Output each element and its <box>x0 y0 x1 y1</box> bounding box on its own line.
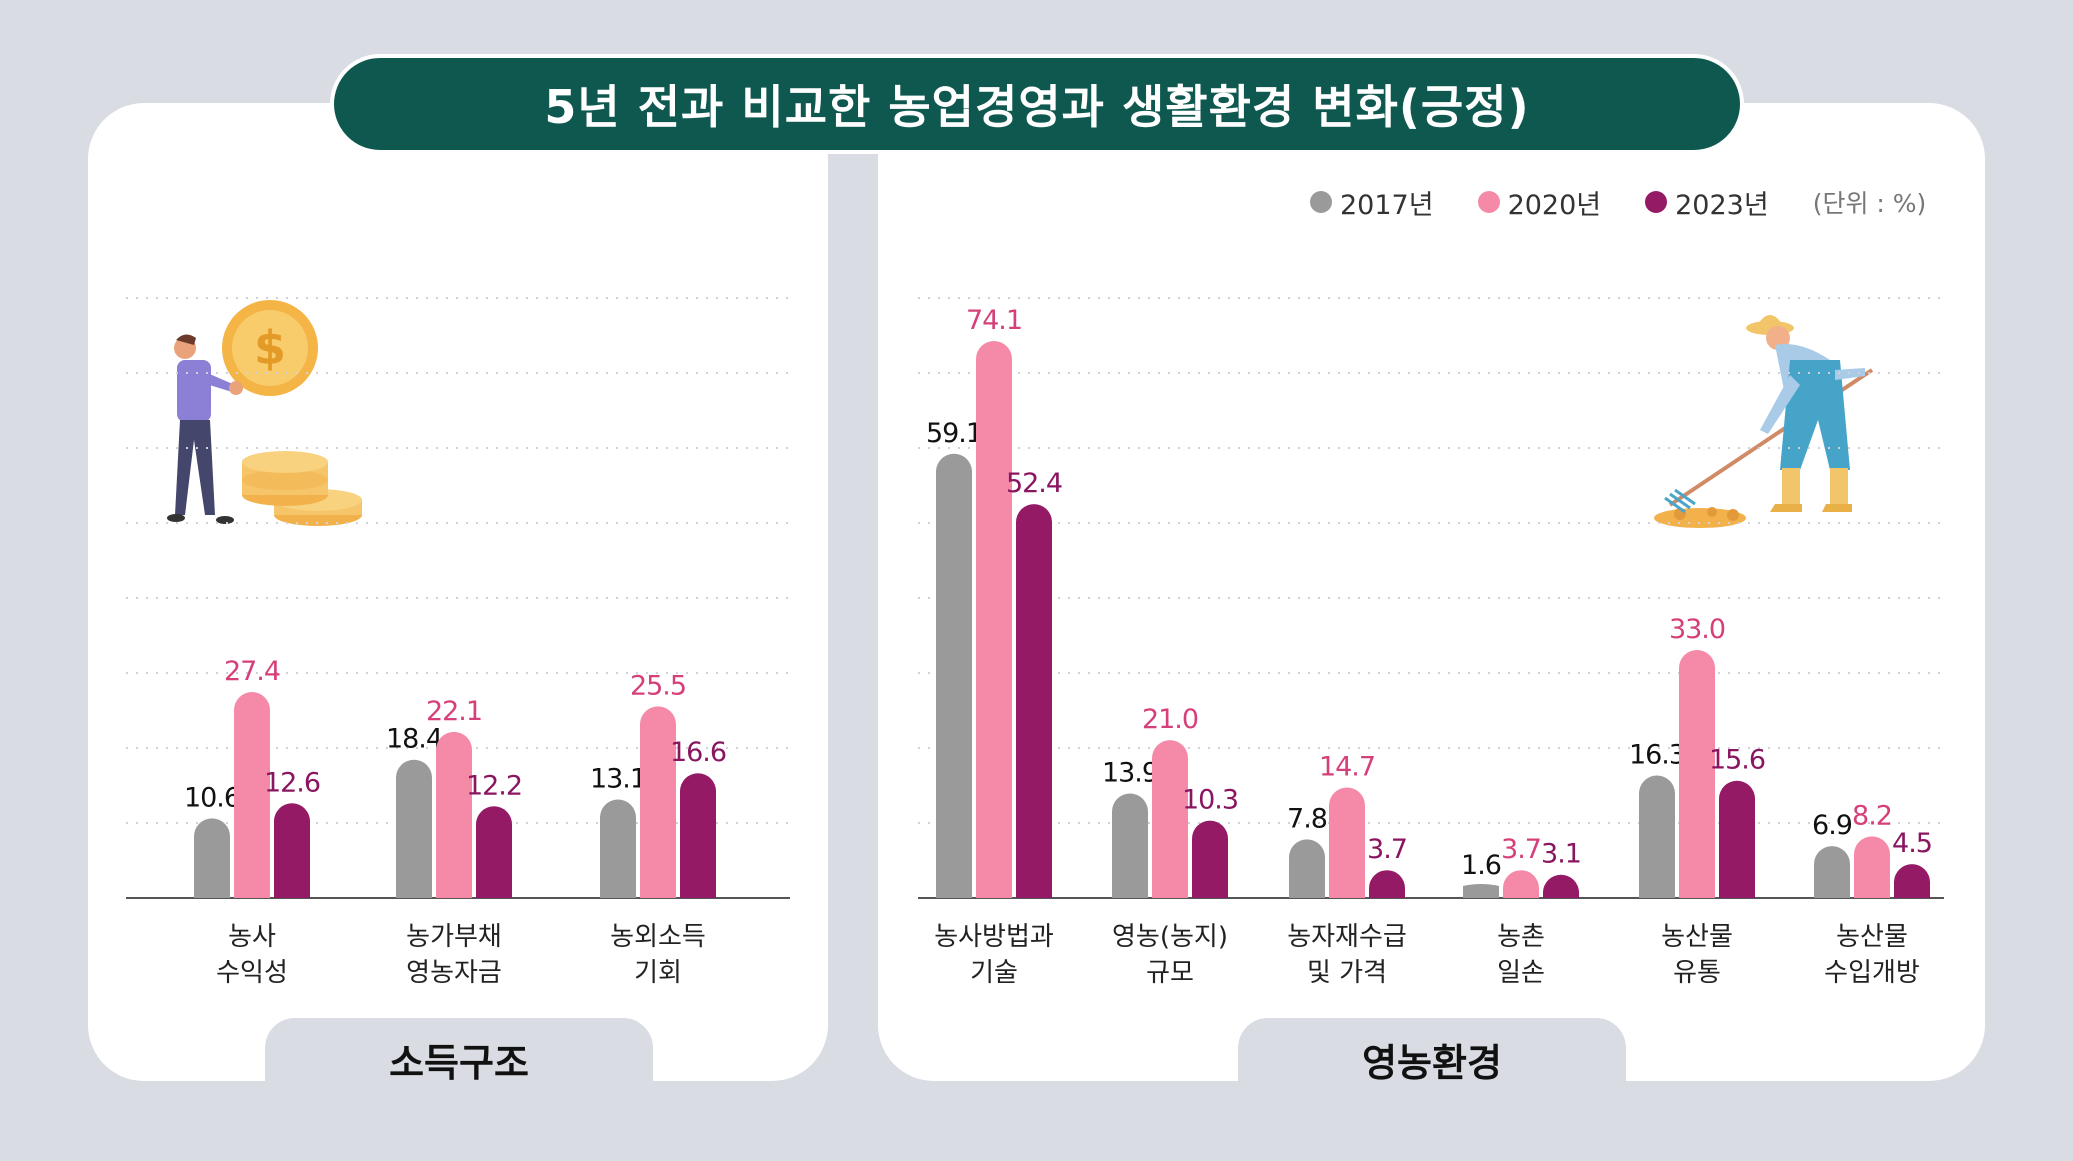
bar-2023-0-2 <box>680 773 716 898</box>
bar-2017-1-0 <box>936 453 972 898</box>
bar-2020-1-4 <box>1679 649 1715 898</box>
data-label-2017-1-2: 7.8 <box>1287 803 1327 834</box>
bar-2017-0-1 <box>396 759 432 898</box>
data-label-2020-1-0: 74.1 <box>966 305 1022 336</box>
data-label-2023-1-5: 4.5 <box>1892 828 1932 859</box>
legend-label-2020: 2020년 <box>1507 189 1602 221</box>
bar-2017-1-1 <box>1112 793 1148 898</box>
category-label-1-2-1: 및 가격 <box>1307 958 1387 988</box>
data-label-2020-1-5: 8.2 <box>1852 800 1892 831</box>
section-tab-farming-environment: 영농환경 <box>1238 1018 1626 1100</box>
data-label-2020-0-2: 25.5 <box>630 670 686 701</box>
bar-2020-0-0 <box>234 692 270 898</box>
data-label-2023-0-1: 12.2 <box>466 770 522 801</box>
category-label-1-4-1: 유통 <box>1673 958 1721 988</box>
category-label-1-5-0: 농산물 <box>1836 922 1908 952</box>
data-label-2020-1-2: 14.7 <box>1319 752 1375 783</box>
data-label-2023-1-3: 3.1 <box>1541 839 1581 870</box>
income-structure-panel <box>88 103 828 1081</box>
data-label-2023-1-2: 3.7 <box>1367 834 1407 865</box>
category-label-1-5-1: 수입개방 <box>1824 958 1920 988</box>
bar-2023-0-1 <box>476 806 512 898</box>
data-label-2017-1-0: 59.1 <box>926 418 982 449</box>
data-label-2023-0-2: 16.6 <box>670 737 726 768</box>
data-label-2023-1-4: 15.6 <box>1709 745 1765 776</box>
bar-2023-1-3 <box>1543 874 1579 898</box>
category-label-1-3-1: 일손 <box>1497 958 1545 988</box>
data-label-2017-1-3: 1.6 <box>1461 850 1501 881</box>
bar-2020-1-1 <box>1152 740 1188 898</box>
page-title: 5년 전과 비교한 농업경영과 생활환경 변화(긍정) <box>330 54 1744 154</box>
category-label-1-4-0: 농산물 <box>1661 922 1733 952</box>
bar-2023-1-5 <box>1894 864 1930 898</box>
bar-2023-1-4 <box>1719 780 1755 898</box>
data-label-2023-0-0: 12.6 <box>264 767 320 798</box>
data-label-2023-1-1: 10.3 <box>1182 785 1238 816</box>
bar-2020-0-1 <box>436 731 472 898</box>
farming-environment-panel <box>878 103 1985 1081</box>
chart-legend: 2017년 2020년 2023년 (단위 : %) <box>1310 180 1926 224</box>
bar-2020-1-2 <box>1329 787 1365 898</box>
legend-item-2017: 2017년 <box>1310 183 1434 222</box>
farmer-illustration <box>1654 315 1874 528</box>
data-label-2023-1-0: 52.4 <box>1006 468 1062 499</box>
data-label-2017-0-1: 18.4 <box>386 724 442 755</box>
section-tab-income-structure: 소득구조 <box>265 1018 653 1100</box>
data-label-2017-1-5: 6.9 <box>1812 810 1852 841</box>
category-label-1-2-0: 농자재수급 <box>1287 922 1407 952</box>
bar-2020-1-0 <box>976 341 1012 899</box>
bar-2017-0-0 <box>194 818 230 898</box>
legend-dot-2020 <box>1477 191 1500 213</box>
category-label-0-1-1: 영농자금 <box>406 958 502 988</box>
data-label-2017-1-4: 16.3 <box>1629 739 1685 770</box>
data-label-2020-0-0: 27.4 <box>224 656 280 687</box>
coin-illustration: $ <box>167 300 362 526</box>
bar-2023-1-1 <box>1192 820 1228 898</box>
category-label-1-0-0: 농사방법과 <box>934 922 1054 952</box>
bar-2023-0-0 <box>274 803 310 898</box>
bar-2017-1-3 <box>1463 883 1499 898</box>
category-label-1-1-0: 영농(농지) <box>1112 922 1228 952</box>
data-label-2017-0-2: 13.1 <box>590 764 646 795</box>
category-label-0-0-0: 농사 <box>228 922 276 952</box>
bar-2017-1-2 <box>1289 839 1325 898</box>
data-label-2020-1-4: 33.0 <box>1669 614 1725 645</box>
bar-2023-1-2 <box>1369 870 1405 898</box>
bar-2023-1-0 <box>1016 504 1052 898</box>
category-label-1-3-0: 농촌 <box>1497 922 1545 952</box>
bar-2017-1-5 <box>1814 846 1850 898</box>
category-label-1-0-1: 기술 <box>970 958 1018 988</box>
category-label-0-2-1: 기회 <box>634 958 682 988</box>
unit-label: (단위 : %) <box>1812 189 1927 218</box>
bar-2017-0-2 <box>600 799 636 898</box>
data-label-2017-1-1: 13.9 <box>1102 758 1158 789</box>
legend-dot-2023 <box>1645 191 1668 213</box>
bar-2020-1-3 <box>1503 870 1539 898</box>
bar-2020-1-5 <box>1854 836 1890 898</box>
category-label-0-0-1: 수익성 <box>216 958 288 988</box>
category-label-1-1-1: 규모 <box>1146 958 1194 988</box>
legend-dot-2017 <box>1310 191 1332 213</box>
category-label-0-1-0: 농가부채 <box>406 922 502 952</box>
data-label-2020-1-1: 21.0 <box>1142 704 1198 735</box>
svg-text:$: $ <box>254 321 286 375</box>
data-label-2020-1-3: 3.7 <box>1501 834 1541 865</box>
legend-item-2020: 2020년 <box>1477 183 1602 222</box>
data-label-2017-0-0: 10.6 <box>184 782 240 813</box>
category-label-0-2-0: 농외소득 <box>610 922 706 952</box>
data-label-2020-0-1: 22.1 <box>426 696 482 727</box>
legend-label-2023: 2023년 <box>1675 189 1769 221</box>
bar-2020-0-2 <box>640 706 676 898</box>
legend-label-2017: 2017년 <box>1340 189 1434 221</box>
legend-item-2023: 2023년 <box>1645 183 1769 222</box>
bar-2017-1-4 <box>1639 775 1675 898</box>
